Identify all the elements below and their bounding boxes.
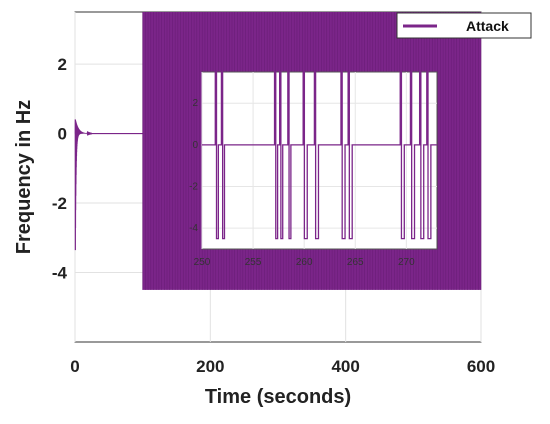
x-axis-label: Time (seconds)	[205, 386, 351, 408]
inset-series-line-attack	[202, 71, 437, 240]
main-ticks: 0 200 400 600 2 0 -2 -4	[52, 55, 495, 376]
series-line-attack	[74, 119, 143, 251]
inset-y-tick-label: 2	[192, 98, 198, 109]
inset-x-tick-label: 270	[398, 257, 415, 268]
x-tick-label: 600	[467, 357, 495, 376]
y-tick-label: 0	[58, 125, 67, 144]
inset-zoom: 250 255 260 265 270 2 0 -2 -4	[189, 71, 438, 268]
inset-ticks: 250 255 260 265 270 2 0 -2 -4	[189, 98, 415, 268]
inset-series	[202, 71, 437, 240]
x-tick-label: 400	[331, 357, 359, 376]
x-tick-label: 200	[196, 357, 224, 376]
y-tick-label: -4	[52, 264, 68, 283]
inset-x-tick-label: 260	[296, 257, 313, 268]
inset-x-tick-label: 255	[245, 257, 262, 268]
y-axis-label: Frequency in Hz	[13, 100, 35, 254]
legend: Attack	[396, 12, 532, 39]
inset-plot-area	[201, 71, 438, 250]
inset-y-tick-label: -4	[189, 223, 198, 234]
inset-y-tick-label: 0	[192, 140, 198, 151]
x-tick-label: 0	[70, 357, 79, 376]
y-tick-label: -2	[52, 194, 67, 213]
legend-label-attack: Attack	[466, 18, 509, 34]
y-tick-label: 2	[58, 55, 67, 74]
inset-x-tick-label: 250	[194, 257, 211, 268]
inset-y-tick-label: -2	[189, 182, 198, 193]
inset-x-tick-label: 265	[347, 257, 364, 268]
